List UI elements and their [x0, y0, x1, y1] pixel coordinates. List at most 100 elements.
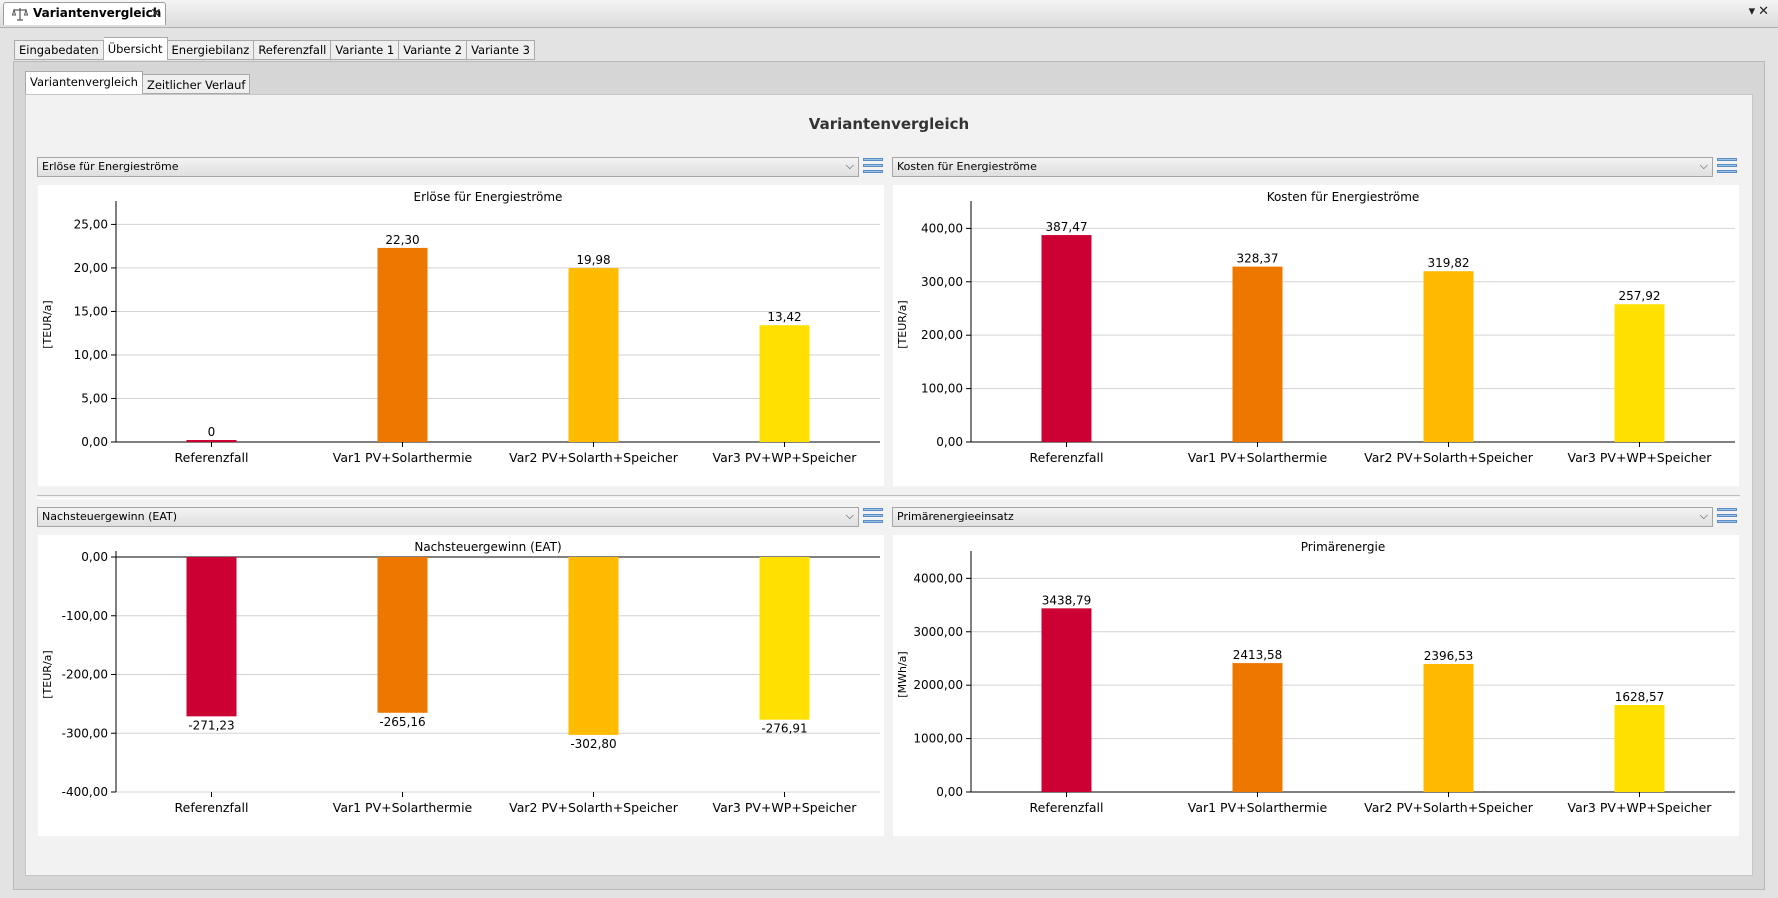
tab-variante-3[interactable]: Variante 3: [467, 40, 535, 60]
category-label: Var3 PV+WP+Speicher: [1568, 450, 1713, 465]
y-tick-label: 5,00: [81, 391, 108, 405]
chevron-down-icon: ⌵: [1699, 509, 1708, 522]
chart-select-2[interactable]: Kosten für Energieströme ⌵: [892, 157, 1713, 177]
tab-eingabedaten[interactable]: Eingabedaten: [14, 40, 104, 60]
bar-value-label: -276,91: [761, 722, 807, 736]
y-tick-label: 0,00: [936, 785, 963, 799]
page-title: Variantenvergleich: [808, 115, 970, 133]
y-tick-label: 0,00: [81, 550, 108, 564]
category-label: Referenzfall: [175, 450, 249, 465]
bar-chart-nachsteuergewinn: Nachsteuergewinn (EAT) -400,00 -300,00 -200…: [41, 540, 880, 815]
scale-icon: [12, 8, 28, 21]
chevron-down-icon: ⌵: [845, 159, 854, 172]
bar: [1232, 663, 1283, 792]
bar-value-label: 3438,79: [1042, 593, 1092, 607]
close-icon[interactable]: ✕: [1758, 4, 1772, 19]
chevron-down-icon: ⌵: [1699, 159, 1708, 172]
bar: [1232, 266, 1283, 442]
bar-value-label: 1628,57: [1615, 690, 1665, 704]
tab-variantenvergleich[interactable]: Variantenvergleich: [25, 71, 143, 94]
chart-title: Nachsteuergewinn (EAT): [414, 540, 561, 554]
chart-panel-erloese: Erlöse für Energieströme 0,00 5,00 10,00 15,…: [38, 185, 884, 486]
chart-select-3[interactable]: Nachsteuergewinn (EAT) ⌵: [37, 507, 859, 527]
y-tick-label: 100,00: [921, 382, 963, 396]
y-tick-label: 400,00: [921, 221, 963, 235]
window-controls: ▾✕: [1749, 4, 1772, 19]
menu-icon[interactable]: [862, 507, 884, 525]
chart-select-1[interactable]: Erlöse für Energieströme ⌵: [37, 157, 859, 177]
category-label: Referenzfall: [175, 800, 249, 815]
bar: [1041, 235, 1092, 442]
chevron-down-icon[interactable]: ▾: [1748, 4, 1759, 19]
chart-select-3-value: Nachsteuergewinn (EAT): [42, 510, 178, 523]
bar: [186, 440, 237, 442]
chart-select-1-value: Erlöse für Energieströme: [42, 160, 179, 173]
bar: [1041, 608, 1092, 792]
y-tick-label: 1000,00: [913, 732, 963, 746]
view-tab-variantenvergleich[interactable]: Variantenvergleich ✕: [3, 2, 166, 25]
sub-tab-bar: Variantenvergleich Zeitlicher Verlauf: [25, 71, 251, 94]
y-tick-label: 2000,00: [913, 678, 963, 692]
category-label: Var1 PV+Solarthermie: [333, 800, 473, 815]
bar: [568, 268, 619, 442]
bar-value-label: 319,82: [1428, 256, 1470, 270]
section-divider: [37, 495, 1740, 499]
bar: [186, 557, 237, 717]
tab-variante-1[interactable]: Variante 1: [331, 40, 400, 60]
chart-title: Erlöse für Energieströme: [414, 190, 563, 204]
tab-energiebilanz[interactable]: Energiebilanz: [167, 40, 255, 60]
bar-value-label: 328,37: [1237, 252, 1279, 266]
y-tick-label: 300,00: [921, 275, 963, 289]
chart-select-4[interactable]: Primärenergieeinsatz ⌵: [892, 507, 1713, 527]
chart-panel-kosten: Kosten für Energieströme 0,00 100,00 200,00…: [893, 185, 1739, 486]
y-tick-label: -400,00: [62, 785, 108, 799]
menu-icon[interactable]: [1716, 507, 1738, 525]
bar: [1614, 304, 1665, 442]
chart-select-2-value: Kosten für Energieströme: [897, 160, 1037, 173]
bar-value-label: 19,98: [576, 253, 610, 267]
category-label: Var2 PV+Solarth+Speicher: [509, 450, 679, 465]
y-tick-label: 10,00: [74, 348, 108, 362]
category-label: Var2 PV+Solarth+Speicher: [1364, 800, 1534, 815]
bar-value-label: 387,47: [1046, 220, 1088, 234]
y-axis-label: [TEUR/a]: [41, 650, 54, 698]
chart-title: Primärenergie: [1301, 540, 1385, 554]
bar: [377, 557, 428, 713]
category-label: Var1 PV+Solarthermie: [1188, 450, 1328, 465]
bar: [1423, 664, 1474, 792]
chevron-down-icon: ⌵: [845, 509, 854, 522]
y-tick-label: 3000,00: [913, 625, 963, 639]
category-label: Var3 PV+WP+Speicher: [1568, 800, 1713, 815]
bar: [759, 325, 810, 442]
category-label: Referenzfall: [1030, 450, 1104, 465]
bar: [1614, 705, 1665, 792]
bar-chart-primaerenergie: Primärenergie 0,00 1000,00 2000,00 3000,00 40…: [896, 540, 1735, 815]
bar-value-label: -271,23: [188, 718, 234, 732]
y-axis-label: [MWh/a]: [896, 651, 909, 697]
y-tick-label: 0,00: [936, 435, 963, 449]
chart-select-4-value: Primärenergieeinsatz: [897, 510, 1014, 523]
y-tick-label: 200,00: [921, 328, 963, 342]
tab-referenzfall[interactable]: Referenzfall: [254, 40, 332, 60]
tab-zeitlicher-verlauf[interactable]: Zeitlicher Verlauf: [142, 74, 251, 94]
bar-value-label: 2396,53: [1424, 649, 1474, 663]
bar-value-label: 0: [208, 425, 216, 439]
view-tab-title: Variantenvergleich: [33, 6, 162, 20]
tab-variante-2[interactable]: Variante 2: [399, 40, 468, 60]
close-icon[interactable]: ✕: [150, 6, 162, 22]
bar-value-label: 257,92: [1619, 289, 1661, 303]
menu-icon[interactable]: [1716, 157, 1738, 175]
y-tick-label: 25,00: [74, 217, 108, 231]
y-axis-label: [TEUR/a]: [41, 300, 54, 348]
main-tab-bar: Eingabedaten Übersicht Energiebilanz Ref…: [14, 37, 535, 61]
tab-uebersicht[interactable]: Übersicht: [103, 37, 168, 60]
view-header-bar: Variantenvergleich ✕ ▾✕: [0, 0, 1778, 28]
y-axis-label: [TEUR/a]: [896, 300, 909, 348]
menu-icon[interactable]: [862, 157, 884, 175]
bar-value-label: 2413,58: [1233, 648, 1283, 662]
bar-value-label: 22,30: [385, 233, 419, 247]
bar: [1423, 271, 1474, 442]
chart-panel-primaerenergie: Primärenergie 0,00 1000,00 2000,00 3000,00 40…: [893, 535, 1739, 836]
chart-panel-nachsteuergewinn: Nachsteuergewinn (EAT) -400,00 -300,00 -200…: [38, 535, 884, 836]
bar: [759, 557, 810, 720]
